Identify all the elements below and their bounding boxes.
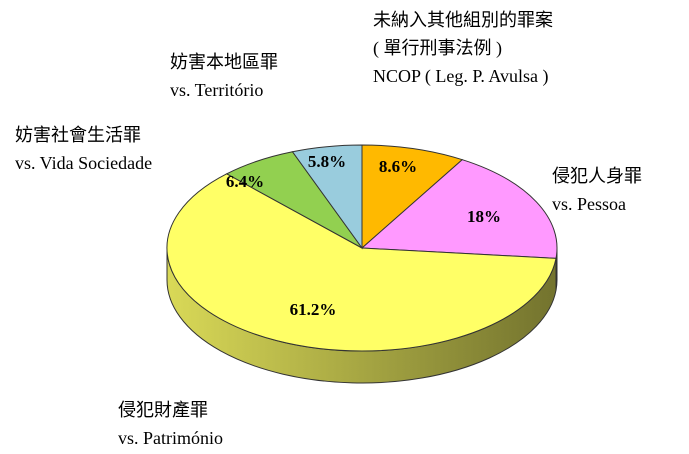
data-label: 18%: [467, 207, 501, 226]
data-label: 5.8%: [308, 152, 346, 171]
category-label: 妨害本地區罪: [170, 52, 278, 72]
category-label: ( 單行刑事法例 ): [373, 38, 502, 59]
slice: [291, 144, 363, 250]
data-label: 61.2%: [290, 300, 337, 319]
category-label: vs. Pessoa: [552, 194, 626, 214]
category-label: 未納入其他組別的罪案: [373, 10, 553, 30]
slice: [166, 173, 557, 352]
category-label: 侵犯人身罪: [552, 166, 642, 186]
data-label: 8.6%: [379, 157, 417, 176]
slice: [360, 159, 558, 259]
category-label: 侵犯財產罪: [118, 400, 208, 420]
category-label: vs. Vida Sociedade: [15, 153, 152, 173]
category-label: vs. Território: [170, 80, 263, 100]
category-label: vs. Património: [118, 428, 223, 448]
slice: [361, 144, 464, 250]
category-label: NCOP ( Leg. P. Avulsa ): [373, 66, 549, 87]
data-label: 6.4%: [226, 172, 264, 191]
category-label: 妨害社會生活罪: [15, 125, 141, 145]
